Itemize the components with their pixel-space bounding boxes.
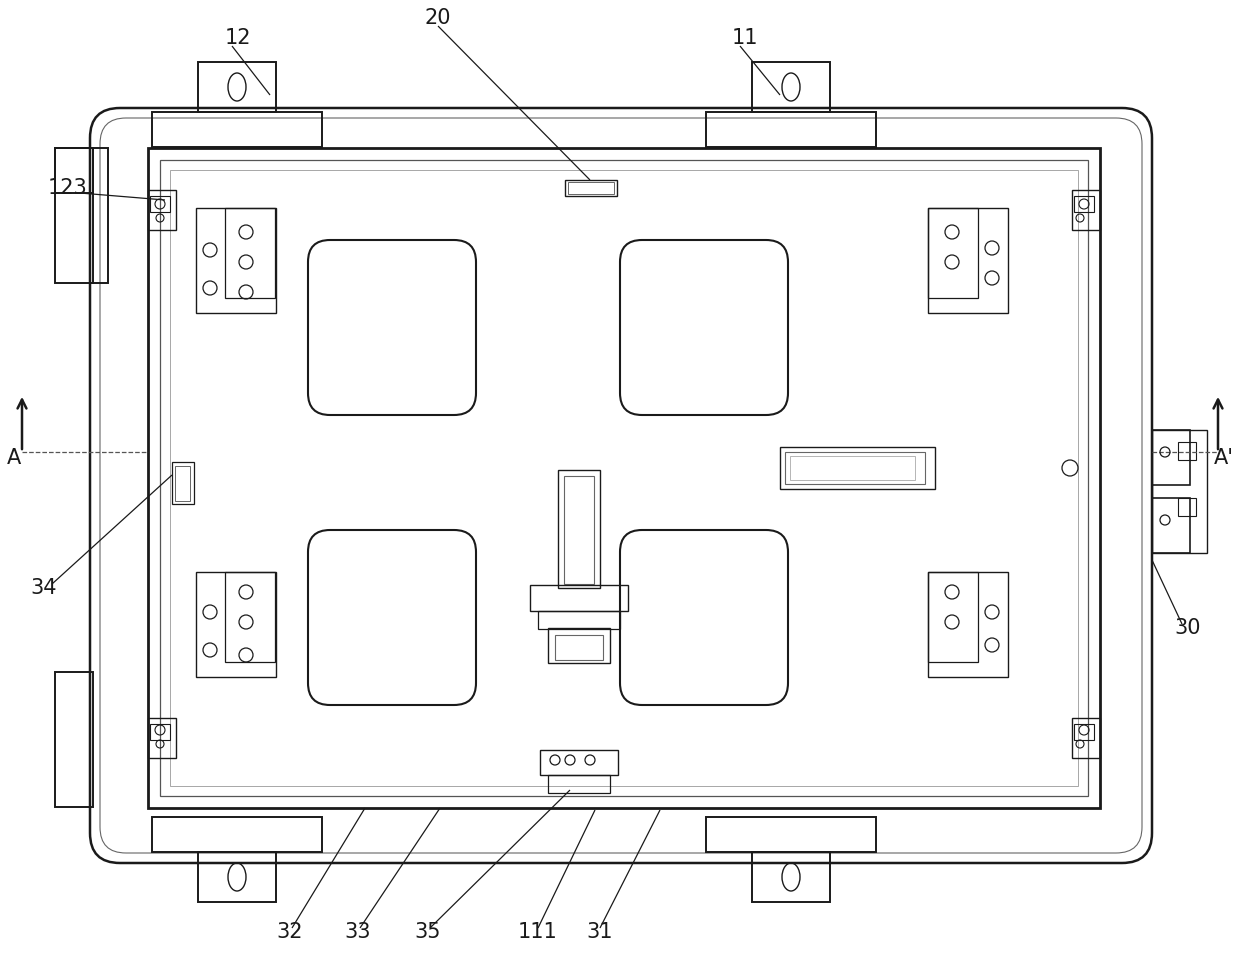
Text: 20: 20 — [425, 8, 451, 28]
Bar — [224, 572, 275, 662]
Text: A': A' — [1214, 448, 1234, 468]
Bar — [556, 635, 603, 660]
Bar — [785, 452, 925, 484]
Bar — [751, 852, 830, 902]
Text: 12: 12 — [224, 28, 252, 48]
Bar — [153, 112, 322, 147]
Bar — [91, 148, 108, 283]
Bar — [196, 572, 277, 677]
Bar — [538, 611, 620, 629]
Bar — [196, 208, 277, 313]
Text: 34: 34 — [31, 578, 57, 598]
Bar — [529, 585, 627, 611]
Bar — [928, 572, 1008, 677]
Bar — [1074, 724, 1094, 740]
Bar — [1073, 718, 1100, 758]
Bar — [565, 180, 618, 196]
Bar — [55, 148, 93, 193]
Bar — [548, 628, 610, 663]
Bar — [1152, 430, 1207, 553]
Bar — [558, 470, 600, 588]
Bar — [55, 148, 93, 283]
Bar — [148, 148, 1100, 808]
Bar — [790, 456, 915, 480]
Bar — [564, 476, 594, 584]
Bar — [198, 62, 277, 112]
Bar — [224, 208, 275, 298]
Bar — [148, 718, 176, 758]
Bar — [706, 817, 875, 852]
Bar — [198, 852, 277, 902]
Bar — [1074, 196, 1094, 212]
Text: A: A — [7, 448, 21, 468]
Bar — [1073, 190, 1100, 230]
Bar — [160, 160, 1087, 796]
Text: 111: 111 — [518, 922, 558, 942]
Text: 32: 32 — [277, 922, 304, 942]
Bar — [568, 182, 614, 194]
Text: 33: 33 — [345, 922, 371, 942]
Bar — [751, 62, 830, 112]
Bar — [1152, 430, 1190, 485]
Bar — [548, 775, 610, 793]
Bar — [1152, 498, 1190, 553]
Bar — [150, 724, 170, 740]
Bar — [153, 817, 322, 852]
Bar — [780, 447, 935, 489]
Text: 31: 31 — [587, 922, 614, 942]
Bar — [928, 572, 978, 662]
Bar — [55, 672, 93, 807]
Bar — [172, 462, 193, 504]
Bar — [539, 750, 618, 775]
Bar — [175, 466, 190, 501]
Text: 30: 30 — [1174, 618, 1202, 638]
Bar — [928, 208, 1008, 313]
Bar — [928, 208, 978, 298]
Text: 11: 11 — [732, 28, 758, 48]
Bar — [150, 196, 170, 212]
Bar — [170, 170, 1078, 786]
Text: 35: 35 — [414, 922, 441, 942]
Bar — [706, 112, 875, 147]
Bar — [148, 190, 176, 230]
Bar — [1178, 498, 1197, 516]
Bar — [1178, 442, 1197, 460]
Text: 123: 123 — [48, 178, 88, 198]
